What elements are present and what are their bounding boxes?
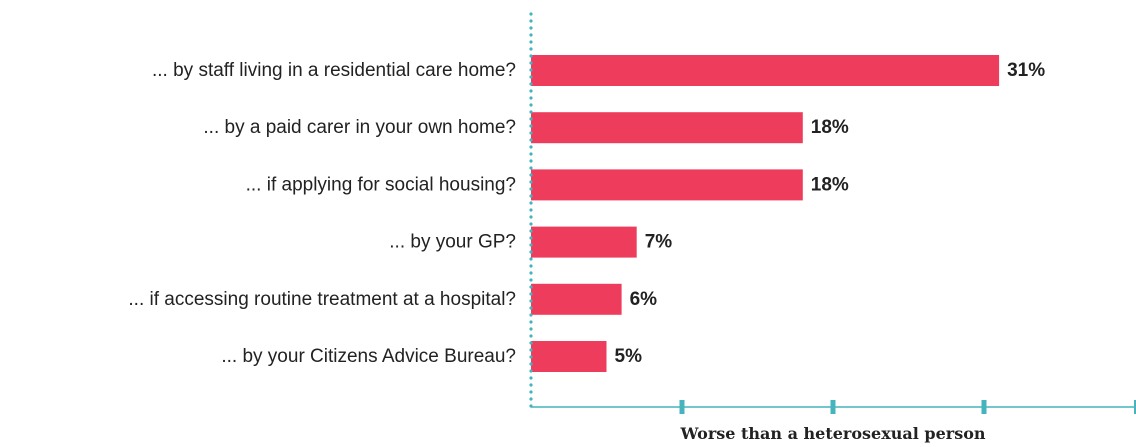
category-label: ... by staff living in a residential car… — [152, 60, 516, 81]
bars-layer — [531, 55, 1000, 372]
value-label: 18% — [811, 174, 849, 195]
x-tick-mark — [679, 400, 685, 414]
category-label: ... by a paid carer in your own home? — [203, 117, 516, 138]
x-tick-mark — [830, 400, 836, 414]
bar — [531, 169, 803, 201]
x-tick-mark — [981, 400, 987, 414]
x-ticks-layer — [679, 400, 1136, 414]
x-tick-mark — [1134, 400, 1136, 414]
bar — [531, 341, 607, 372]
value-label: 7% — [645, 232, 673, 253]
category-label: ... by your Citizens Advice Bureau? — [221, 346, 516, 367]
value-label: 6% — [630, 289, 658, 310]
bar — [531, 112, 803, 144]
value-label: 18% — [811, 117, 849, 138]
x-axis-title: Worse than a heterosexual person — [679, 424, 985, 443]
category-label: ... if applying for social housing? — [246, 174, 516, 195]
bar — [531, 55, 1000, 86]
category-label: ... by your GP? — [389, 232, 516, 253]
bar — [531, 283, 622, 315]
labels-layer: ... by staff living in a residential car… — [128, 60, 1045, 367]
value-label: 5% — [615, 346, 643, 367]
category-label: ... if accessing routine treatment at a … — [128, 289, 516, 310]
bar — [531, 226, 637, 258]
value-label: 31% — [1007, 60, 1045, 81]
